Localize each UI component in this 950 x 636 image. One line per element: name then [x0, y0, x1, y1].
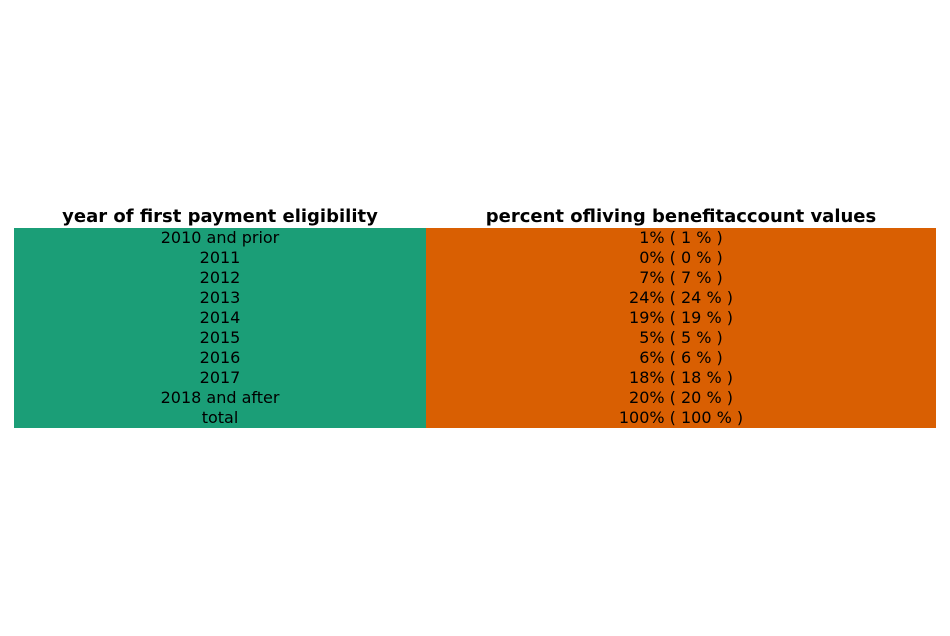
table-row: 2017 18% ( 18 % ) [14, 368, 936, 388]
year-cell: 2012 [199, 268, 241, 287]
year-cell: total [201, 408, 239, 427]
right-column-background [426, 228, 936, 428]
percent-cell: 6% ( 6 % ) [639, 348, 723, 367]
table-row: 2012 7% ( 7 % ) [14, 268, 936, 288]
year-cell: 2015 [199, 328, 241, 347]
table-row: 2010 and prior 1% ( 1 % ) [14, 228, 936, 248]
year-cell: 2013 [199, 288, 241, 307]
percent-cell: 19% ( 19 % ) [629, 308, 733, 327]
column-header-year: year of first payment eligibility [62, 206, 378, 227]
table-row: 2014 19% ( 19 % ) [14, 308, 936, 328]
percent-cell: 24% ( 24 % ) [629, 288, 733, 307]
year-cell: 2018 and after [160, 388, 280, 407]
percent-cell: 20% ( 20 % ) [629, 388, 733, 407]
percent-cell: 0% ( 0 % ) [639, 248, 723, 267]
year-cell: 2016 [199, 348, 241, 367]
table-row: 2015 5% ( 5 % ) [14, 328, 936, 348]
table-row: 2013 24% ( 24 % ) [14, 288, 936, 308]
year-cell: 2017 [199, 368, 241, 387]
table-row: 2011 0% ( 0 % ) [14, 248, 936, 268]
percent-cell: 7% ( 7 % ) [639, 268, 723, 287]
year-cell: 2011 [199, 248, 241, 267]
percent-cell: 100% ( 100 % ) [618, 408, 744, 427]
table-row: 2016 6% ( 6 % ) [14, 348, 936, 368]
table-row: total 100% ( 100 % ) [14, 408, 936, 428]
column-header-percent: percent ofliving benefitaccount values [485, 206, 877, 227]
table-row: 2018 and after 20% ( 20 % ) [14, 388, 936, 408]
year-cell: 2010 and prior [160, 228, 280, 247]
percent-cell: 1% ( 1 % ) [639, 228, 723, 247]
percent-cell: 5% ( 5 % ) [639, 328, 723, 347]
year-cell: 2014 [199, 308, 241, 327]
left-column-background [14, 228, 426, 428]
percent-cell: 18% ( 18 % ) [629, 368, 733, 387]
data-table: year of first payment eligibility percen… [14, 0, 936, 636]
